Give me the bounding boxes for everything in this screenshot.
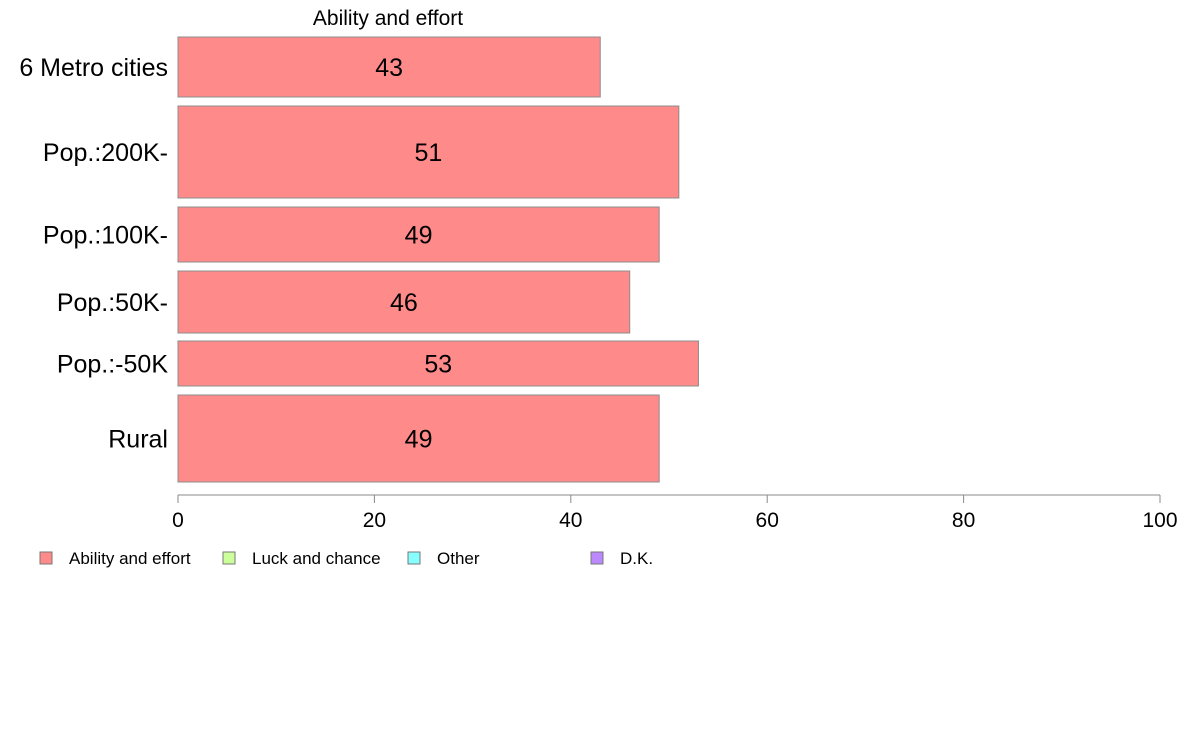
legend-label: D.K. xyxy=(620,549,653,568)
category-label: Pop.:50K- xyxy=(57,289,168,317)
legend-swatch xyxy=(407,551,421,565)
category-label: Pop.:-50K xyxy=(57,351,169,379)
bar xyxy=(177,36,601,98)
category-label: 6 Metro cities xyxy=(19,54,168,82)
x-tick-label: 80 xyxy=(952,509,975,532)
category-label: Rural xyxy=(108,426,168,454)
bar xyxy=(177,105,680,199)
data-label: 51 xyxy=(415,139,443,167)
legend-item: Other xyxy=(407,549,480,568)
chart-title: Ability and effort xyxy=(313,7,463,30)
legend: Ability and effort Luck and chance Other D.… xyxy=(39,549,653,568)
x-tick-label: 40 xyxy=(559,509,582,532)
data-label: 53 xyxy=(424,351,452,379)
x-tick-label: 100 xyxy=(1142,509,1177,532)
legend-item: D.K. xyxy=(590,549,653,568)
data-label: 49 xyxy=(405,426,433,454)
legend-label: Luck and chance xyxy=(252,549,381,568)
x-tick-label: 20 xyxy=(363,509,386,532)
legend-label: Other xyxy=(437,549,480,568)
data-label: 43 xyxy=(375,54,403,82)
bar xyxy=(177,270,631,334)
bar xyxy=(177,394,660,483)
legend-swatch xyxy=(222,551,236,565)
legend-item: Ability and effort xyxy=(39,549,191,568)
legend-item: Luck and chance xyxy=(222,549,381,568)
bar xyxy=(177,340,699,387)
data-label: 46 xyxy=(390,289,418,317)
category-label: Pop.:100K- xyxy=(43,222,168,250)
legend-swatch xyxy=(39,551,53,565)
legend-label: Ability and effort xyxy=(69,549,191,568)
data-label: 49 xyxy=(405,222,433,250)
legend-swatch xyxy=(590,551,604,565)
bar xyxy=(177,206,660,263)
x-tick-label: 0 xyxy=(172,509,184,532)
x-axis: 0 20 40 60 80 100 xyxy=(172,494,1178,532)
x-tick-label: 60 xyxy=(756,509,779,532)
category-label: Pop.:200K- xyxy=(43,139,168,167)
bars-layer: 6 Metro cities 43 Pop.:200K- 51 Pop.:100K- 49… xyxy=(19,36,699,483)
